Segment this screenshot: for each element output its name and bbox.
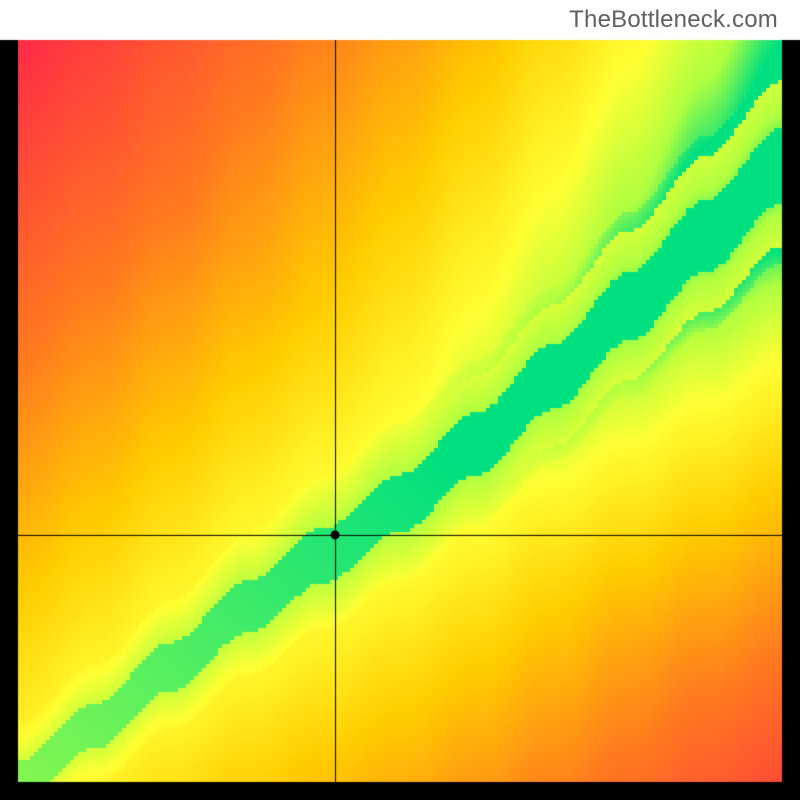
watermark-text: TheBottleneck.com (569, 6, 778, 34)
heatmap-canvas (0, 0, 800, 800)
bottleneck-heatmap-chart: TheBottleneck.com (0, 0, 800, 800)
